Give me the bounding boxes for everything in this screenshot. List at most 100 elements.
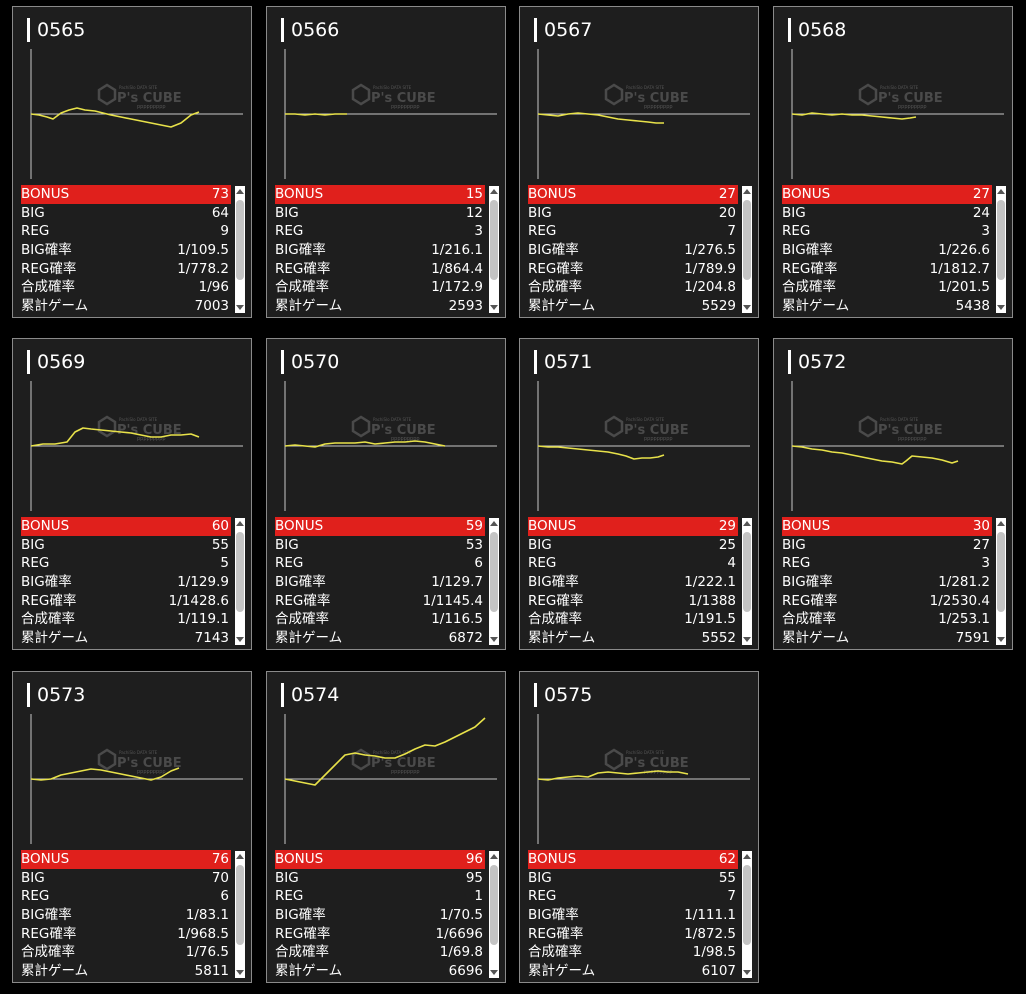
stat-row-big-rate: BIG確率 1/276.5 bbox=[528, 241, 738, 260]
stats-scrollbar[interactable] bbox=[235, 518, 245, 645]
stats-scrollbar[interactable] bbox=[489, 851, 499, 978]
scroll-thumb[interactable] bbox=[743, 865, 751, 945]
logo-tagline: PachiSlo DATA SITE bbox=[626, 417, 665, 422]
stat-label: BIG bbox=[782, 536, 806, 553]
scroll-thumb[interactable] bbox=[743, 532, 751, 612]
stat-row-big-rate: BIG確率 1/129.7 bbox=[275, 573, 485, 592]
machine-card-0565[interactable]: 0565 PachiSlo DATA SITE P's CUBE ppppppppp B… bbox=[12, 6, 252, 318]
scroll-thumb[interactable] bbox=[490, 532, 498, 612]
machine-card-0571[interactable]: 0571 PachiSlo DATA SITE P's CUBE ppppppppp B… bbox=[519, 338, 759, 650]
machine-card-0572[interactable]: 0572 PachiSlo DATA SITE P's CUBE ppppppppp B… bbox=[773, 338, 1013, 650]
scroll-up-arrow-icon[interactable] bbox=[996, 518, 1006, 529]
machine-number: 0573 bbox=[27, 682, 85, 708]
machine-card-0569[interactable]: 0569 PachiSlo DATA SITE P's CUBE ppppppppp B… bbox=[12, 338, 252, 650]
stat-row-reg-rate: REG確率 1/6696 bbox=[275, 925, 485, 944]
scroll-down-arrow-icon[interactable] bbox=[489, 967, 499, 978]
stat-row-reg: REG 6 bbox=[21, 887, 231, 906]
cube-icon bbox=[858, 415, 878, 438]
scroll-down-arrow-icon[interactable] bbox=[489, 302, 499, 313]
stat-value: 1/96 bbox=[198, 279, 229, 296]
machine-card-0566[interactable]: 0566 PachiSlo DATA SITE P's CUBE ppppppppp B… bbox=[266, 6, 506, 318]
machine-card-0574[interactable]: 0574 PachiSlo DATA SITE P's CUBE ppppppppp B… bbox=[266, 671, 506, 983]
stats-table: BONUS 15 BIG 12 REG 3 BIG確率 1/216.1 REG確率 1/864.4… bbox=[275, 185, 485, 316]
scroll-thumb[interactable] bbox=[743, 200, 751, 280]
stat-label: REG bbox=[275, 555, 304, 572]
stats-scrollbar[interactable] bbox=[489, 186, 499, 313]
stat-row-big-rate: BIG確率 1/129.9 bbox=[21, 573, 231, 592]
scroll-down-arrow-icon[interactable] bbox=[235, 634, 245, 645]
stats-scrollbar[interactable] bbox=[742, 518, 752, 645]
stat-label: BIG bbox=[21, 204, 45, 221]
scroll-up-arrow-icon[interactable] bbox=[489, 518, 499, 529]
stats-table: BONUS 29 BIG 25 REG 4 BIG確率 1/222.1 REG確率 1/1388 合… bbox=[528, 517, 738, 648]
scroll-down-arrow-icon[interactable] bbox=[996, 634, 1006, 645]
scroll-down-arrow-icon[interactable] bbox=[742, 967, 752, 978]
stat-row-big: BIG 95 bbox=[275, 869, 485, 888]
scroll-down-arrow-icon[interactable] bbox=[742, 634, 752, 645]
scroll-up-arrow-icon[interactable] bbox=[742, 851, 752, 862]
stats-scrollbar[interactable] bbox=[996, 186, 1006, 313]
scroll-up-arrow-icon[interactable] bbox=[235, 186, 245, 197]
machine-card-0575[interactable]: 0575 PachiSlo DATA SITE P's CUBE ppppppppp B… bbox=[519, 671, 759, 983]
scroll-down-arrow-icon[interactable] bbox=[235, 967, 245, 978]
stat-label: 合成確率 bbox=[528, 944, 582, 961]
scroll-down-arrow-icon[interactable] bbox=[489, 634, 499, 645]
stats-scrollbar[interactable] bbox=[742, 186, 752, 313]
scroll-thumb[interactable] bbox=[236, 200, 244, 280]
stat-label: BIG確率 bbox=[528, 907, 579, 924]
machine-card-0573[interactable]: 0573 PachiSlo DATA SITE P's CUBE ppppppppp B… bbox=[12, 671, 252, 983]
machine-card-0567[interactable]: 0567 PachiSlo DATA SITE P's CUBE ppppppppp B… bbox=[519, 6, 759, 318]
machine-card-0570[interactable]: 0570 PachiSlo DATA SITE P's CUBE ppppppppp B… bbox=[266, 338, 506, 650]
stat-value: 27 bbox=[972, 536, 990, 553]
stat-label: BIG bbox=[275, 204, 299, 221]
stat-value: 64 bbox=[211, 204, 229, 221]
scroll-up-arrow-icon[interactable] bbox=[489, 186, 499, 197]
scroll-thumb[interactable] bbox=[997, 532, 1005, 612]
scroll-thumb[interactable] bbox=[236, 865, 244, 945]
logo-tagline: PachiSlo DATA SITE bbox=[626, 750, 665, 755]
logo-subtitle: ppppppppp bbox=[391, 436, 420, 442]
stat-label: 累計ゲーム bbox=[528, 298, 596, 315]
scroll-up-arrow-icon[interactable] bbox=[996, 186, 1006, 197]
scroll-thumb[interactable] bbox=[490, 865, 498, 945]
stat-value: 60 bbox=[211, 518, 229, 534]
scroll-down-arrow-icon[interactable] bbox=[996, 302, 1006, 313]
scroll-up-arrow-icon[interactable] bbox=[742, 186, 752, 197]
stat-value: 2593 bbox=[448, 298, 483, 315]
machine-card-0568[interactable]: 0568 PachiSlo DATA SITE P's CUBE ppppppppp B… bbox=[773, 6, 1013, 318]
stat-row-reg-rate: REG確率 1/778.2 bbox=[21, 260, 231, 279]
scroll-down-arrow-icon[interactable] bbox=[235, 302, 245, 313]
stat-row-big-rate: BIG確率 1/83.1 bbox=[21, 906, 231, 925]
stat-row-big: BIG 25 bbox=[528, 536, 738, 555]
scroll-up-arrow-icon[interactable] bbox=[489, 851, 499, 862]
stat-label: BONUS bbox=[782, 518, 831, 534]
scroll-up-arrow-icon[interactable] bbox=[235, 851, 245, 862]
stats-scrollbar[interactable] bbox=[235, 851, 245, 978]
logo-name: P's CUBE bbox=[624, 91, 689, 106]
scroll-up-arrow-icon[interactable] bbox=[742, 518, 752, 529]
stats-scrollbar[interactable] bbox=[742, 851, 752, 978]
scroll-thumb[interactable] bbox=[490, 200, 498, 280]
logo-name: P's CUBE bbox=[117, 91, 182, 106]
stats-scrollbar[interactable] bbox=[489, 518, 499, 645]
stat-row-big-rate: BIG確率 1/222.1 bbox=[528, 573, 738, 592]
stat-value: 96 bbox=[465, 851, 483, 867]
scroll-thumb[interactable] bbox=[236, 532, 244, 612]
stat-value: 1/70.5 bbox=[439, 907, 483, 924]
stat-label: BIG bbox=[275, 536, 299, 553]
stat-value: 27 bbox=[972, 186, 990, 202]
stats-scrollbar[interactable] bbox=[235, 186, 245, 313]
slump-trend-line bbox=[284, 717, 486, 786]
stats-scrollbar[interactable] bbox=[996, 518, 1006, 645]
logo-tagline: PachiSlo DATA SITE bbox=[119, 417, 158, 422]
stat-row-bonus: BONUS 62 bbox=[528, 850, 738, 869]
scroll-up-arrow-icon[interactable] bbox=[235, 518, 245, 529]
stat-label: 合成確率 bbox=[275, 611, 329, 628]
stat-label: BIG確率 bbox=[21, 242, 72, 259]
stat-value: 70 bbox=[211, 869, 229, 886]
scroll-thumb[interactable] bbox=[997, 200, 1005, 280]
stat-value: 55 bbox=[211, 536, 229, 553]
stat-value: 24 bbox=[972, 204, 990, 221]
scroll-down-arrow-icon[interactable] bbox=[742, 302, 752, 313]
stat-label: BIG確率 bbox=[528, 574, 579, 591]
